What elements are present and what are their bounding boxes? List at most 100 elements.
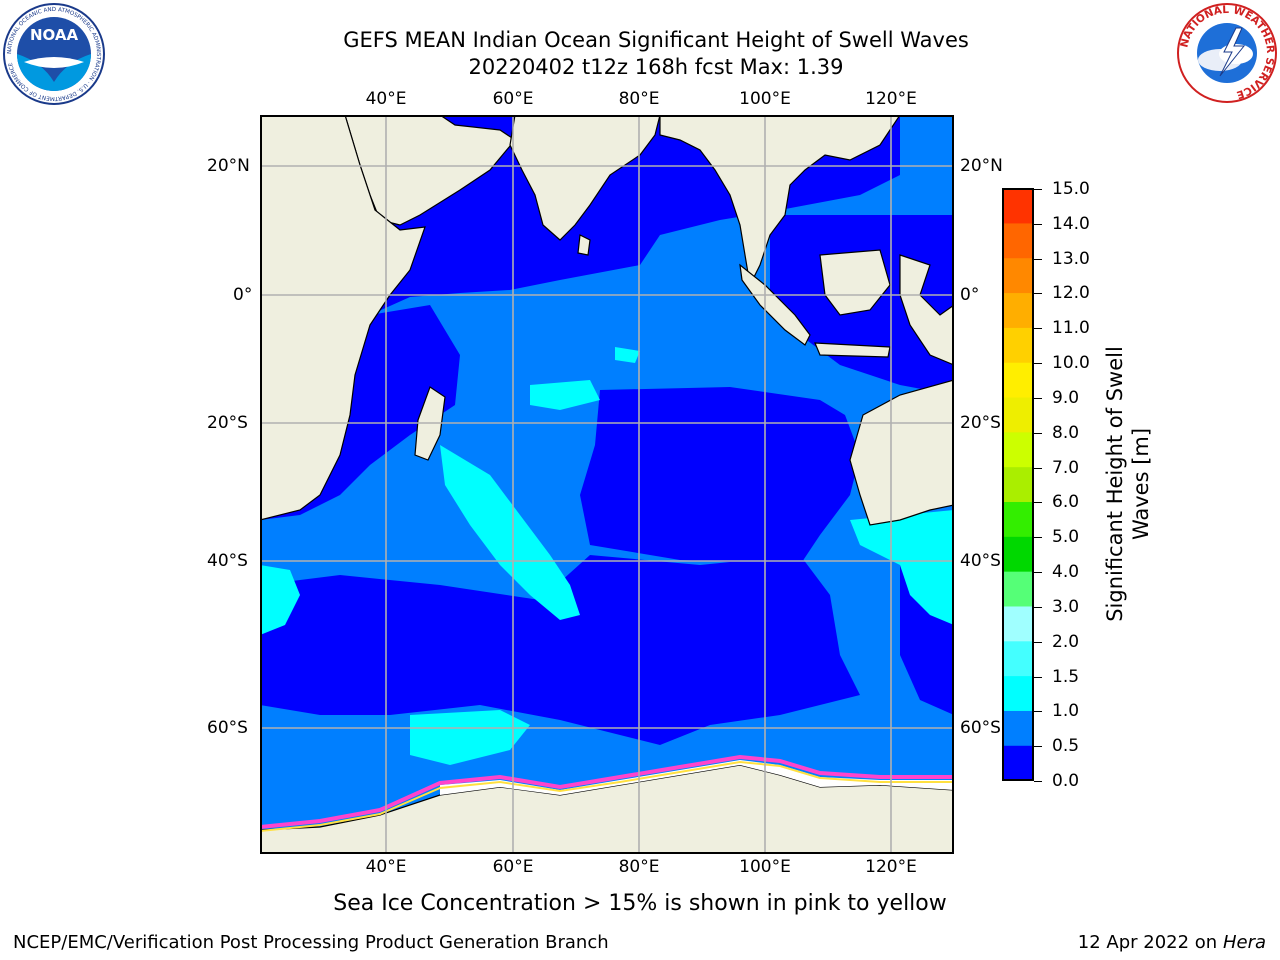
lat-label-left-0: 0°: [233, 285, 253, 305]
colorbar-swatch: [1003, 501, 1033, 537]
colorbar-tick-label: 0.5: [1052, 736, 1080, 757]
colorbar-tick-mark: [1034, 223, 1042, 225]
colorbar-tick-mark: [1034, 641, 1042, 643]
lat-label-left-60s: 60°S: [207, 718, 248, 738]
noaa-logo: NATIONAL OCEANIC AND ATMOSPHERIC ADMINIS…: [3, 3, 105, 105]
colorbar-swatch: [1003, 536, 1033, 572]
swell-high-patch-north: [530, 380, 600, 410]
colorbar-swatch: [1003, 362, 1033, 398]
colorbar-tick-label: 6.0: [1052, 492, 1080, 513]
land: [260, 115, 954, 854]
swell-high-patch-small: [615, 347, 640, 363]
colorbar-swatch: [1003, 188, 1033, 224]
colorbar-tick-mark: [1034, 502, 1042, 504]
colorbar-tick-label: 12.0: [1052, 283, 1090, 304]
colorbar-tick-label: 5.0: [1052, 527, 1080, 548]
lon-label-top-120e: 120°E: [865, 89, 917, 109]
land-java: [814, 342, 891, 358]
nws-logo: NATIONAL WEATHER SERVICE: [1177, 3, 1277, 103]
lat-label-left-20n: 20°N: [207, 156, 250, 176]
colorbar-tick-mark: [1034, 467, 1042, 469]
ocean-low-south: [260, 555, 860, 745]
ocean-low-central: [580, 387, 860, 565]
colorbar-tick-label: 15.0: [1052, 179, 1090, 199]
colorbar-tick-mark: [1034, 781, 1042, 782]
colorbar-tick-label: 4.0: [1052, 562, 1080, 583]
sea-ice-note: Sea Ice Concentration > 15% is shown in …: [333, 891, 947, 916]
colorbar-tick-mark: [1034, 397, 1042, 399]
lon-label-top-100e: 100°E: [739, 89, 791, 109]
swell-height-map: [260, 115, 954, 854]
colorbar-tick-label: 7.0: [1052, 457, 1080, 478]
colorbar-tick-mark: [1034, 293, 1042, 295]
land-africa: [260, 115, 426, 521]
colorbar-tick-mark: [1034, 328, 1042, 330]
colorbar-tick-label: 9.0: [1052, 387, 1080, 408]
swell-high-patch-south: [410, 710, 530, 765]
colorbar-tick-label: 11.0: [1052, 318, 1090, 339]
footer-producer: NCEP/EMC/Verification Post Processing Pr…: [13, 932, 609, 953]
map-title: GEFS MEAN Indian Ocean Significant Heigh…: [343, 28, 969, 52]
footer-date: 12 Apr 2022 on Hera: [1077, 932, 1266, 953]
lon-label-top-60e: 60°E: [492, 89, 534, 109]
lon-label-bottom-60e: 60°E: [492, 857, 534, 877]
colorbar-swatch: [1003, 222, 1033, 259]
lat-label-left-20s: 20°S: [207, 413, 248, 433]
colorbar-tick-label: 14.0: [1052, 213, 1090, 234]
map-subtitle: 20220402 t12z 168h fcst Max: 1.39: [468, 55, 844, 79]
colorbar-swatch: [1003, 605, 1033, 642]
map-frame: [260, 115, 954, 854]
colorbar-tick-mark: [1034, 189, 1042, 190]
lon-label-bottom-100e: 100°E: [739, 857, 791, 877]
sea-ice-edge-pink: [260, 754, 954, 829]
colorbar-tick-mark: [1034, 537, 1042, 539]
colorbar-tick-label: 2.0: [1052, 631, 1080, 652]
colorbar-tick-mark: [1034, 746, 1042, 748]
swell-high-patch-southwest: [260, 565, 300, 635]
lon-label-top-80e: 80°E: [618, 89, 660, 109]
land-srilanka: [577, 234, 591, 256]
lat-label-right-20s: 20°S: [960, 413, 1001, 433]
swell-high-patch-southeast: [850, 510, 954, 625]
colorbar-tick-label: 13.0: [1052, 248, 1090, 269]
lon-label-bottom-40e: 40°E: [365, 857, 407, 877]
colorbar-tick-mark: [1034, 606, 1042, 608]
lat-label-right-0: 0°: [960, 285, 980, 305]
colorbar-swatch: [1003, 675, 1033, 711]
footer-host: Hera: [1222, 932, 1266, 953]
colorbar-tick-label: 10.0: [1052, 353, 1090, 374]
colorbar-tick-label: 8.0: [1052, 422, 1080, 443]
land-australia: [849, 379, 954, 526]
lon-label-top-40e: 40°E: [365, 89, 407, 109]
colorbar-swatch: [1003, 745, 1033, 781]
lat-label-right-40s: 40°S: [960, 551, 1001, 571]
colorbar-tick-mark: [1034, 676, 1042, 678]
colorbar-swatch: [1003, 396, 1033, 433]
lon-label-bottom-120e: 120°E: [865, 857, 917, 877]
lat-label-left-40s: 40°S: [207, 551, 248, 571]
colorbar-tick-mark: [1034, 572, 1042, 574]
colorbar-tick-mark: [1034, 711, 1042, 713]
swell-high-patch-central: [440, 445, 580, 620]
colorbar-tick-mark: [1034, 432, 1042, 434]
colorbar-tick-label: 1.5: [1052, 666, 1080, 687]
colorbar-swatch: [1003, 466, 1033, 503]
lon-label-bottom-80e: 80°E: [618, 857, 660, 877]
colorbar-label: Significant Height of Swell Waves [m]: [1103, 346, 1153, 622]
colorbar: [1002, 188, 1034, 781]
colorbar-swatch: [1003, 710, 1033, 746]
land-seasia: [659, 115, 901, 287]
colorbar-swatch: [1003, 640, 1033, 677]
colorbar-swatch: [1003, 571, 1033, 607]
colorbar-swatch: [1003, 431, 1033, 468]
colorbar-tick-label: 0.0: [1052, 771, 1080, 791]
lat-label-right-60s: 60°S: [960, 718, 1001, 738]
colorbar-tick-mark: [1034, 363, 1042, 365]
land-india: [509, 115, 661, 241]
lat-label-right-20n: 20°N: [960, 156, 1003, 176]
sea-ice-edge-yellow: [260, 760, 954, 832]
colorbar-tick-label: 3.0: [1052, 596, 1080, 617]
colorbar-swatch: [1003, 292, 1033, 328]
colorbar-tick-mark: [1034, 258, 1042, 260]
colorbar-swatch: [1003, 257, 1033, 294]
